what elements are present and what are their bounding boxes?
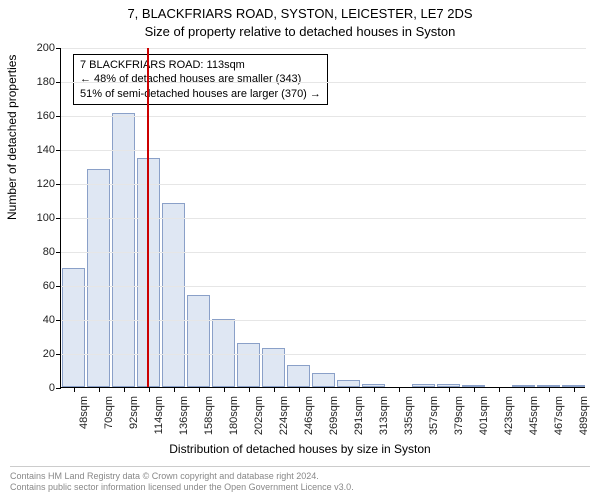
y-tick — [56, 354, 61, 355]
bar — [87, 169, 111, 387]
x-tick — [274, 387, 275, 392]
y-tick — [56, 82, 61, 83]
y-tick — [56, 286, 61, 287]
y-tick-label: 160 — [25, 110, 55, 122]
y-tick-label: 20 — [25, 348, 55, 360]
x-tick — [324, 387, 325, 392]
y-tick-label: 100 — [25, 212, 55, 224]
bar — [287, 365, 311, 387]
plot-area: 7 BLACKFRIARS ROAD: 113sqm ← 48% of deta… — [60, 48, 585, 388]
y-tick-label: 200 — [25, 42, 55, 54]
x-tick — [524, 387, 525, 392]
x-tick — [99, 387, 100, 392]
chart-container: 7, BLACKFRIARS ROAD, SYSTON, LEICESTER, … — [0, 0, 600, 500]
bar — [162, 203, 186, 387]
x-tick — [249, 387, 250, 392]
x-tick — [374, 387, 375, 392]
x-tick — [574, 387, 575, 392]
y-axis-title: Number of detached properties — [5, 55, 19, 220]
bar — [312, 373, 336, 387]
x-tick — [399, 387, 400, 392]
x-tick — [549, 387, 550, 392]
x-tick — [124, 387, 125, 392]
footer-line1: Contains HM Land Registry data © Crown c… — [10, 471, 590, 483]
x-tick — [299, 387, 300, 392]
y-tick — [56, 150, 61, 151]
x-tick — [224, 387, 225, 392]
y-tick-label: 120 — [25, 178, 55, 190]
x-tick — [474, 387, 475, 392]
y-tick-label: 40 — [25, 314, 55, 326]
x-tick — [174, 387, 175, 392]
y-tick — [56, 184, 61, 185]
x-axis-title: Distribution of detached houses by size … — [0, 442, 600, 456]
footer: Contains HM Land Registry data © Crown c… — [10, 466, 590, 494]
y-tick — [56, 252, 61, 253]
bar — [337, 380, 361, 387]
x-tick — [424, 387, 425, 392]
x-tick — [349, 387, 350, 392]
y-tick-label: 0 — [25, 382, 55, 394]
y-tick — [56, 116, 61, 117]
footer-line2: Contains public sector information licen… — [10, 482, 590, 494]
annotation-line1: 7 BLACKFRIARS ROAD: 113sqm — [80, 58, 321, 72]
y-tick-label: 80 — [25, 246, 55, 258]
y-tick — [56, 48, 61, 49]
y-tick — [56, 218, 61, 219]
bar — [112, 113, 136, 387]
y-tick-label: 60 — [25, 280, 55, 292]
y-tick-label: 140 — [25, 144, 55, 156]
x-tick — [74, 387, 75, 392]
bar — [187, 295, 211, 387]
annotation-line2: ← 48% of detached houses are smaller (34… — [80, 72, 321, 86]
y-tick-label: 180 — [25, 76, 55, 88]
bar — [212, 319, 236, 387]
bar — [62, 268, 86, 387]
chart-title-line2: Size of property relative to detached ho… — [0, 24, 600, 39]
annotation-box: 7 BLACKFRIARS ROAD: 113sqm ← 48% of deta… — [73, 54, 328, 105]
bar — [137, 158, 161, 388]
x-tick — [499, 387, 500, 392]
x-tick — [449, 387, 450, 392]
x-tick — [149, 387, 150, 392]
y-tick — [56, 388, 61, 389]
y-tick — [56, 320, 61, 321]
annotation-line3: 51% of semi-detached houses are larger (… — [80, 87, 321, 101]
bar — [237, 343, 261, 387]
chart-title-line1: 7, BLACKFRIARS ROAD, SYSTON, LEICESTER, … — [0, 6, 600, 21]
bar — [262, 348, 286, 387]
x-tick — [199, 387, 200, 392]
